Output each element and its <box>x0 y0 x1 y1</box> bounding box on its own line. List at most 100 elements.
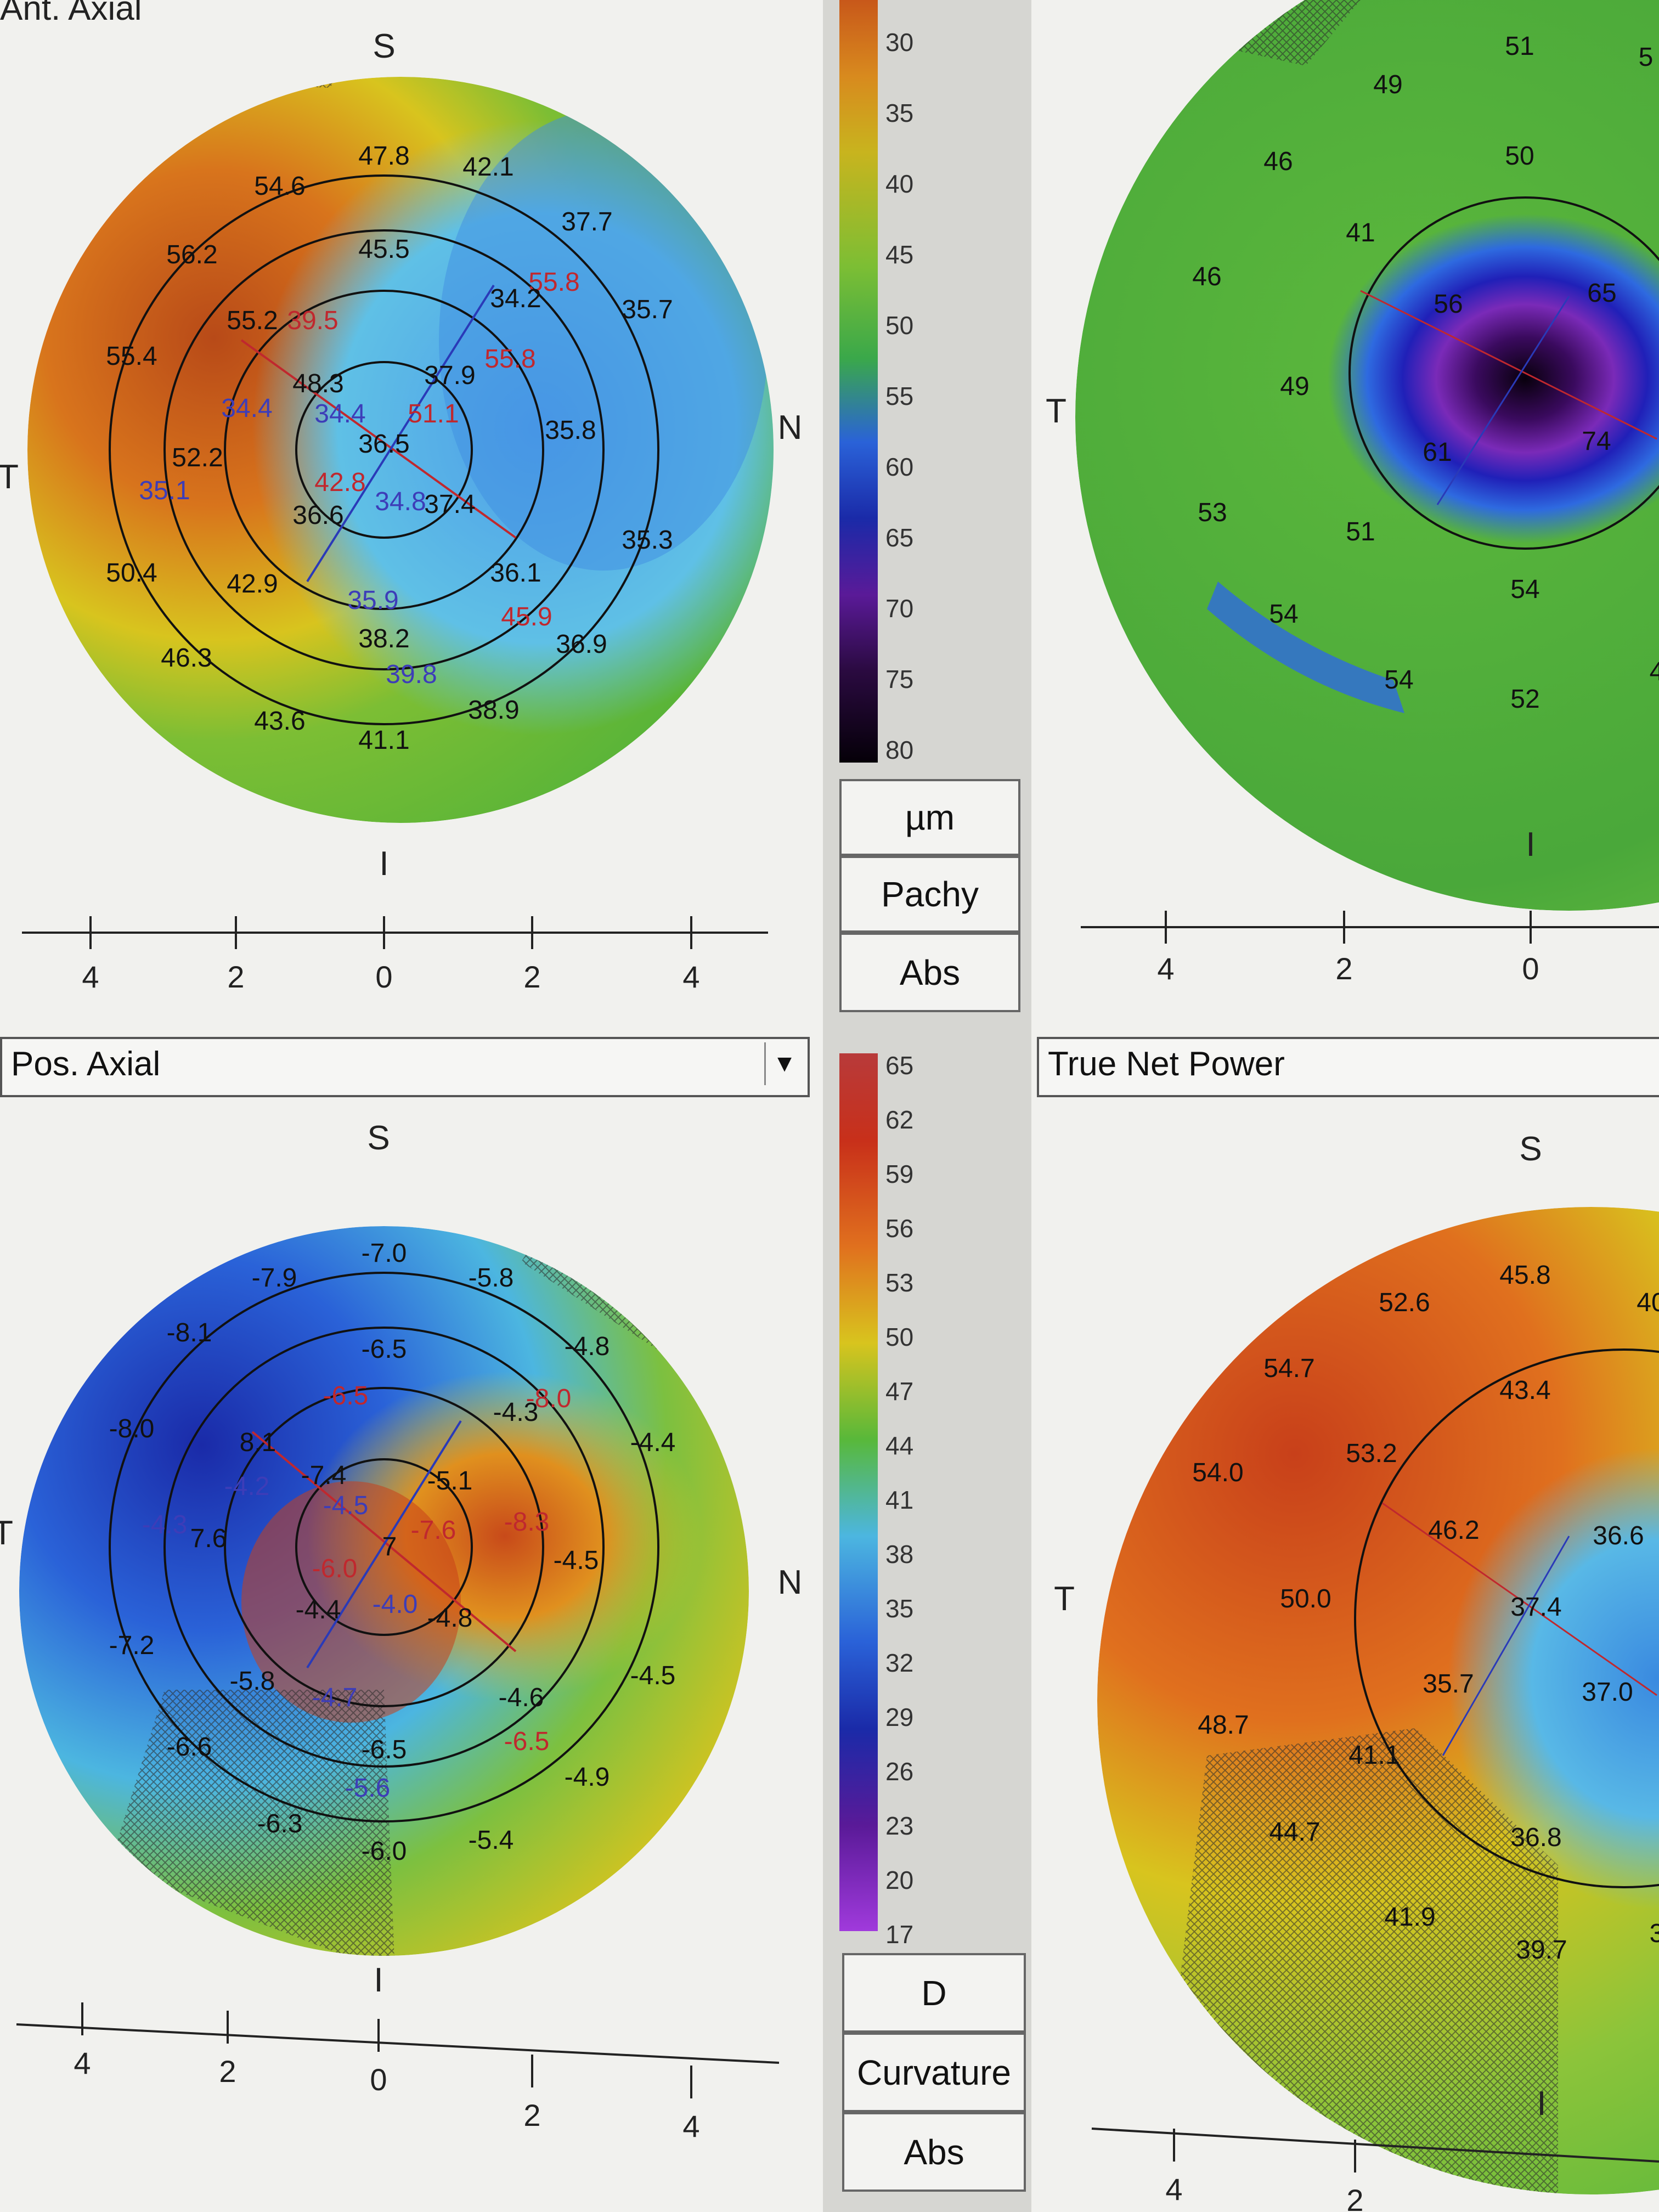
scale-tick-label: 2 <box>1346 2183 1363 2212</box>
true-net-power-value: 37.0 <box>1582 1678 1633 1707</box>
pos-axial-value: -6.6 <box>167 1733 212 1762</box>
true-net-power-value: 41.1 <box>1348 1741 1400 1770</box>
ant-axial-value: 34.4 <box>314 399 365 428</box>
ant-axial-value: 55.4 <box>106 342 157 371</box>
true-net-power-value: 40 <box>1637 1288 1659 1317</box>
true-net-power-value: 50.0 <box>1280 1584 1331 1613</box>
curvature-legend-tick-label: 56 <box>885 1214 914 1243</box>
pachy-legend-tick-label: 40 <box>885 170 914 198</box>
orientation-label-top: S <box>373 27 395 65</box>
pos-axial-value: -4.8 <box>565 1332 610 1361</box>
curvature-legend-tick-label: 53 <box>885 1268 914 1297</box>
pos-axial-value: -8.0 <box>109 1414 155 1443</box>
ant-axial-value: 38.2 <box>358 624 409 653</box>
curvature-legend-tick-label: 38 <box>885 1540 914 1568</box>
orientation-label-bottom: I <box>1526 826 1535 864</box>
scale-abs-button[interactable]: Abs <box>839 933 1020 1012</box>
true-net-power-value: 46.2 <box>1428 1516 1479 1545</box>
pachymetry-value: 46 <box>1192 262 1221 291</box>
pachy-legend-tick-label: 50 <box>885 311 914 340</box>
unit-d-button[interactable]: D <box>842 1953 1026 2033</box>
true-net-power-value: 52.6 <box>1379 1288 1430 1317</box>
pachymetry-rings <box>1348 196 1659 550</box>
true-net-power-value: 53.2 <box>1346 1439 1397 1468</box>
curvature-legend-tick-label: 50 <box>885 1323 914 1351</box>
orientation-label-top: S <box>367 1119 390 1157</box>
orientation-label-left: T <box>1054 1580 1075 1618</box>
scale-tick-label: 4 <box>682 960 699 994</box>
curvature-legend-tick-label: 32 <box>885 1649 914 1677</box>
ant-axial-value: 52.2 <box>172 443 223 472</box>
pos-axial-value: -4.5 <box>323 1491 369 1520</box>
ant-axial-value: 56.2 <box>166 240 217 269</box>
orientation-label-left: T <box>1046 392 1066 430</box>
curvature-legend-tick-label: 65 <box>885 1051 914 1080</box>
pachymetry-value: 49 <box>1373 70 1402 99</box>
ant-axial-value: 55.2 <box>227 306 278 335</box>
curvature-legend: 65 62 59 56 53 50 47 44 41 38 35 32 29 26 23 20 17 <box>839 1051 1037 1949</box>
pos-axial-value: -6.5 <box>323 1381 369 1410</box>
scale-labels: 4 2 0 2 4 4 2 04 2 02 44 2 <box>74 951 1539 2212</box>
pos-axial-map <box>19 1226 749 1956</box>
ant-axial-value: 51.1 <box>408 399 459 428</box>
pachymetry-values: 51 5 49 50 46 41 46 56 65 49 61 74 53 51 54 54 54 52 4 <box>1192 32 1659 714</box>
map-type-dropdown[interactable]: Pos. Axial ▼ <box>0 1037 810 1097</box>
scale-tick-label: 4 <box>682 2109 699 2143</box>
pos-axial-value: -6.0 <box>362 1837 407 1866</box>
curvature-legend-tick-label: 23 <box>885 1812 914 1840</box>
pos-axial-value: -4.5 <box>630 1661 676 1690</box>
unit-um-button[interactable]: µm <box>839 779 1020 856</box>
curvature-legend-tick-label: 41 <box>885 1486 914 1514</box>
orientation-labels: S I T N I T S I T N S I T <box>0 27 1547 2123</box>
ant-axial-value: 39.8 <box>386 660 437 689</box>
pos-axial-value: -6.3 <box>257 1809 303 1838</box>
pachymetry-axis-red <box>1360 290 1657 440</box>
scale-tick-label: 0 <box>370 2062 387 2097</box>
pachymetry-value: 65 <box>1587 279 1616 308</box>
ant-axial-steep-axis <box>240 339 517 539</box>
true-net-power-value: 48.7 <box>1198 1711 1249 1740</box>
curvature-legend-tick-label: 17 <box>885 1920 914 1949</box>
true-net-power-value: 35.7 <box>1423 1669 1474 1699</box>
ant-axial-value: 35.3 <box>622 526 673 555</box>
pos-axial-values: -7.0-7.9 -5.8-8.1-6.5 -4.8-6.5 -8.0-8.0 8.1-… <box>109 1239 676 1866</box>
curvature-legend-tick-label: 44 <box>885 1431 914 1460</box>
pachy-legend-tick-label: 55 <box>885 382 914 410</box>
map-pachy-button[interactable]: Pachy <box>839 856 1020 933</box>
ant-axial-value: 45.9 <box>501 602 552 631</box>
pachymetry-value: 41 <box>1346 218 1375 247</box>
map-curvature-button[interactable]: Curvature <box>842 2033 1026 2112</box>
ant-axial-value: 54.6 <box>254 172 305 201</box>
chevron-down-icon[interactable]: ▼ <box>764 1042 803 1085</box>
scale-abs-button-2[interactable]: Abs <box>842 2112 1026 2192</box>
net-power-dropdown[interactable]: True Net Power <box>1037 1037 1659 1097</box>
pos-axial-value: 8.1 <box>240 1428 276 1457</box>
ant-axial-value: 36.5 <box>358 430 409 459</box>
pos-axial-value: -6.0 <box>312 1554 358 1583</box>
pos-axial-value: -5.8 <box>469 1263 514 1293</box>
pos-axial-value: -4.8 <box>427 1604 473 1633</box>
pos-axial-value: -6.5 <box>362 1335 407 1364</box>
curvature-legend-tick-label: 59 <box>885 1160 914 1188</box>
pos-axial-value: -5.4 <box>469 1826 514 1855</box>
ant-axial-values: 47.8 42.1 54.6 37.7 56.2 45.5 55.8 35.7 55.2 39.5… <box>106 142 673 755</box>
curvature-legend-tick-label: 20 <box>885 1866 914 1894</box>
pachymetry-value: 52 <box>1510 685 1539 714</box>
pos-axial-value: -8.1 <box>167 1318 212 1347</box>
pachy-legend: 30 35 40 45 50 55 60 65 70 75 80 <box>839 0 1037 768</box>
orientation-label-right: N <box>778 409 803 447</box>
scale-tick-label: 4 <box>1165 2172 1182 2207</box>
pachymetry-value: 53 <box>1198 498 1227 527</box>
true-net-power-value: 37.4 <box>1510 1593 1561 1622</box>
ant-axial-value: 37.9 <box>424 361 475 390</box>
ant-axial-value: 35.7 <box>622 295 673 324</box>
pachymetry-axis-blue <box>1436 296 1570 505</box>
orientation-label-left: T <box>0 458 19 496</box>
true-net-power-value: 41.9 <box>1384 1903 1435 1932</box>
curvature-legend-tick-label: 62 <box>885 1105 914 1134</box>
pos-axial-value: -7.2 <box>109 1631 155 1660</box>
pos-axial-value: -8.3 <box>504 1508 550 1537</box>
true-net-power-values: 45.8 40 52.6 54.7 43.4 54.0 53.2 46.2 36.6 50.0 37… <box>1192 1261 1659 1965</box>
pos-axial-value: -4.3 <box>142 1510 188 1539</box>
